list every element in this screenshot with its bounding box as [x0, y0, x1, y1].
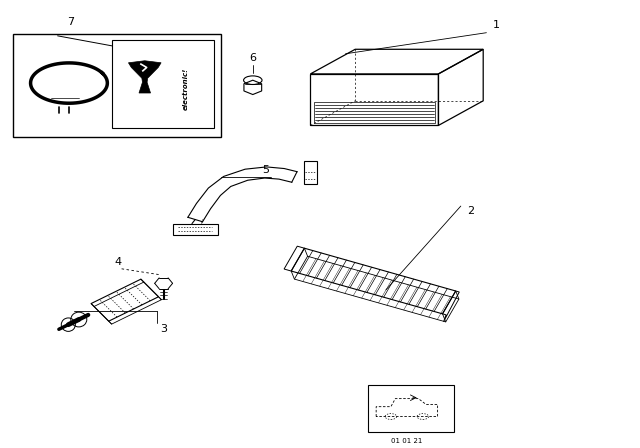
Text: 5: 5 [262, 165, 269, 175]
Polygon shape [51, 93, 79, 107]
Text: 2: 2 [467, 206, 474, 215]
Bar [368, 385, 454, 432]
Text: 01 01 21: 01 01 21 [391, 438, 422, 444]
Text: electronic!: electronic! [183, 67, 189, 110]
Text: 6: 6 [250, 53, 256, 63]
Text: 7: 7 [67, 17, 74, 27]
Text: 3: 3 [160, 324, 166, 334]
Bar [112, 40, 214, 128]
Text: 4: 4 [115, 257, 122, 267]
Text: 1: 1 [493, 20, 499, 30]
Polygon shape [129, 61, 161, 93]
Bar [13, 34, 221, 137]
